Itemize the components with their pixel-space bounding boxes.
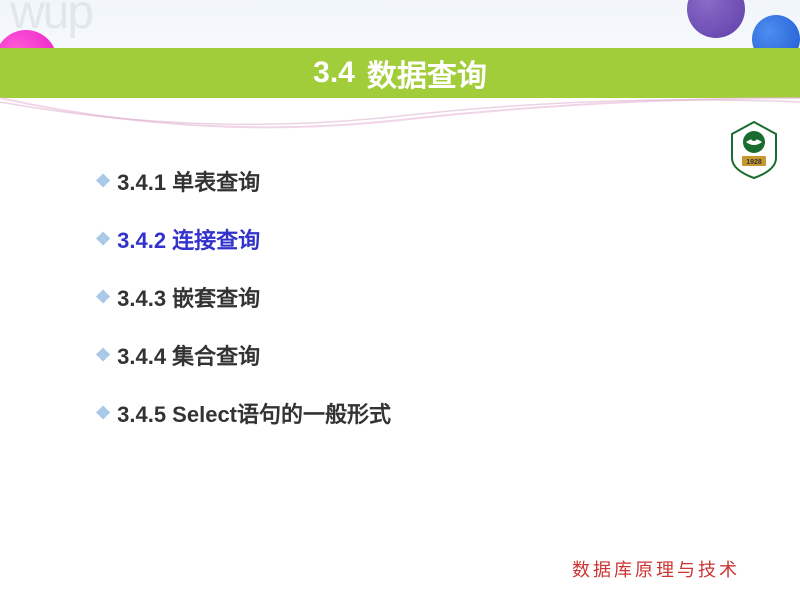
list-item: ❖ 3.4.1 单表查询 [95,165,700,197]
section-number: 3.4 [313,56,355,90]
content-list: ❖ 3.4.1 单表查询 ❖ 3.4.2 连接查询 ❖ 3.4.3 嵌套查询 ❖… [95,165,700,455]
list-item-text: 3.4.4 集合查询 [117,339,260,371]
list-item: ❖ 3.4.4 集合查询 [95,339,700,371]
list-item-text: 3.4.3 嵌套查询 [117,281,260,313]
list-item: ❖ 3.4.3 嵌套查询 [95,281,700,313]
list-item-text: 3.4.5 Select语句的一般形式 [117,397,391,429]
bullet-icon: ❖ [95,345,111,366]
list-item: ❖ 3.4.2 连接查询 [95,223,700,255]
svg-text:1928: 1928 [746,159,762,166]
bullet-icon: ❖ [95,171,111,192]
list-item-text-highlight: 3.4.2 连接查询 [117,223,260,255]
section-title: 数据查询 [367,51,487,95]
bullet-icon: ❖ [95,229,111,250]
bullet-icon: ❖ [95,287,111,308]
list-item: ❖ 3.4.5 Select语句的一般形式 [95,397,700,429]
list-item-text: 3.4.1 单表查询 [117,165,260,197]
footer-text: 数据库原理与技术 [572,556,740,582]
top-background [0,0,800,50]
university-logo: 1928 [728,120,780,180]
decorative-curve [0,90,800,145]
bullet-icon: ❖ [95,403,111,424]
